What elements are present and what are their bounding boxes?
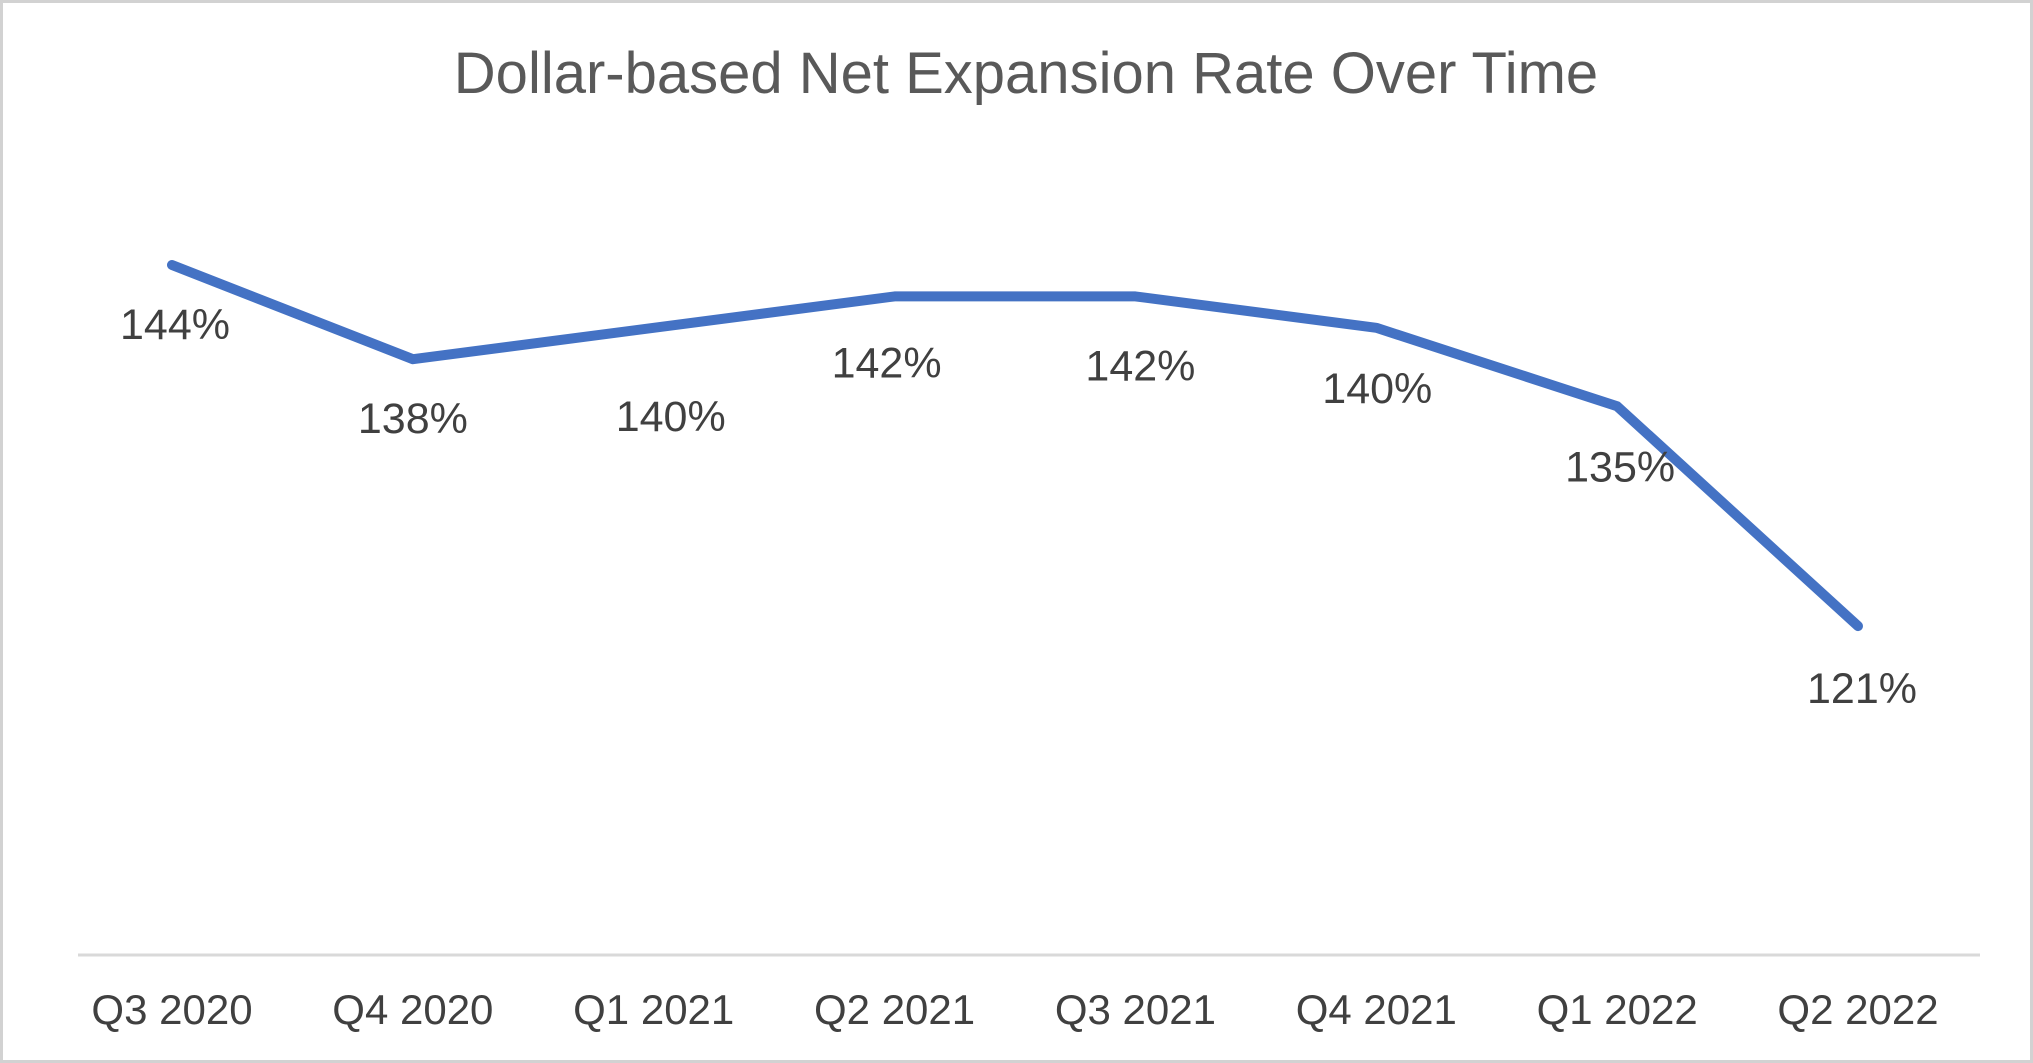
data-label: 140% xyxy=(616,393,726,441)
data-label: 142% xyxy=(832,339,942,387)
data-labels: 144% 138% 140% 142% 142% 140% 135% 121% xyxy=(120,301,1917,713)
data-label: 140% xyxy=(1322,365,1432,413)
series-line xyxy=(167,260,1863,632)
x-axis-tick-label: Q2 2022 xyxy=(1777,986,1938,1033)
x-axis-tick-label: Q4 2021 xyxy=(1296,986,1457,1033)
x-axis-tick-label: Q1 2022 xyxy=(1537,986,1698,1033)
x-axis-tick-label: Q2 2021 xyxy=(814,986,975,1033)
x-axis-labels: Q3 2020 Q4 2020 Q1 2021 Q2 2021 Q3 2021 Q4 20… xyxy=(91,986,1938,1033)
chart-title: Dollar-based Net Expansion Rate Over Tim… xyxy=(454,41,1598,106)
data-label: 121% xyxy=(1807,665,1917,713)
data-label: 138% xyxy=(358,395,468,443)
data-label: 142% xyxy=(1085,342,1195,390)
x-axis-tick-label: Q4 2020 xyxy=(332,986,493,1033)
data-label: 135% xyxy=(1565,443,1675,491)
x-axis-tick-label: Q1 2021 xyxy=(573,986,734,1033)
data-label: 144% xyxy=(120,301,230,349)
x-axis-tick-label: Q3 2021 xyxy=(1055,986,1216,1033)
x-axis-tick-label: Q3 2020 xyxy=(91,986,252,1033)
